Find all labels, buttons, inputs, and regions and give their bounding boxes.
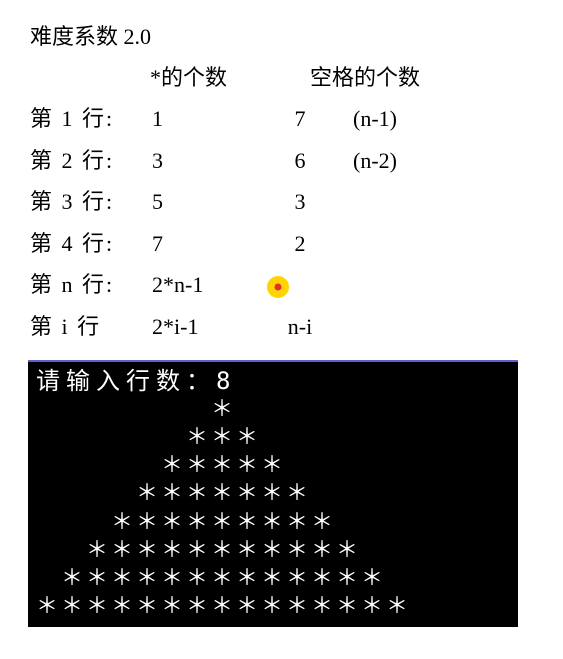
table-row: 第 1 行:17(n-1) [30,100,563,139]
header-empty [30,59,150,98]
pyramid-row: ＊ [36,396,510,424]
table-row: 第 2 行:36(n-2) [30,142,563,181]
analysis-section: 难度系数 2.0 *的个数 空格的个数 第 1 行:17(n-1)第 2 行:3… [30,18,563,346]
console-output: 请输入行数：8 ＊ ＊＊＊ ＊＊＊＊＊ ＊＊＊＊＊＊＊ ＊＊＊＊＊＊＊＊＊ ＊＊… [28,360,518,627]
table-row: 第 4 行:72 [30,225,563,264]
cell-stars: 1 [130,100,265,139]
cell-stars: 2*n-1 [130,266,265,305]
pyramid-row: ＊＊＊＊＊＊＊＊＊ [36,509,510,537]
pyramid-row: ＊＊＊＊＊＊＊＊＊＊＊ [36,537,510,565]
cell-spaces: 2 [265,225,335,264]
pyramid-row: ＊＊＊＊＊＊＊＊＊＊＊＊＊ [36,565,510,593]
console-prompt: 请输入行数：8 [36,366,510,396]
cell-spaces: 7 [265,100,335,139]
table-row: 第 n 行:2*n-1 [30,266,563,305]
column-headers: *的个数 空格的个数 [30,59,563,98]
row-label: 第 i 行 [30,308,130,347]
cell-formula: (n-1) [335,100,415,139]
pyramid-row: ＊＊＊＊＊ [36,452,510,480]
table-row: 第 3 行:53 [30,183,563,222]
console-pyramid: ＊ ＊＊＊ ＊＊＊＊＊ ＊＊＊＊＊＊＊ ＊＊＊＊＊＊＊＊＊ ＊＊＊＊＊＊＊＊＊＊… [36,396,510,621]
table-row: 第 i 行2*i-1n-i [30,308,563,347]
row-label: 第 1 行: [30,100,130,139]
cell-spaces: 6 [265,142,335,181]
cell-spaces: n-i [265,308,335,347]
row-label: 第 n 行: [30,266,130,305]
pyramid-row: ＊＊＊ [36,424,510,452]
row-label: 第 2 行: [30,142,130,181]
cell-stars: 3 [130,142,265,181]
header-stars: *的个数 [150,59,310,98]
cell-formula: (n-2) [335,142,415,181]
cell-stars: 7 [130,225,265,264]
cursor-marker-icon [265,266,289,305]
cell-spaces: 3 [265,183,335,222]
pyramid-row: ＊＊＊＊＊＊＊＊＊＊＊＊＊＊＊ [36,593,510,621]
cell-stars: 2*i-1 [130,308,265,347]
row-label: 第 3 行: [30,183,130,222]
row-label: 第 4 行: [30,225,130,264]
difficulty-title: 难度系数 2.0 [30,18,563,57]
header-spaces: 空格的个数 [310,59,470,98]
pyramid-row: ＊＊＊＊＊＊＊ [36,480,510,508]
cell-stars: 5 [130,183,265,222]
